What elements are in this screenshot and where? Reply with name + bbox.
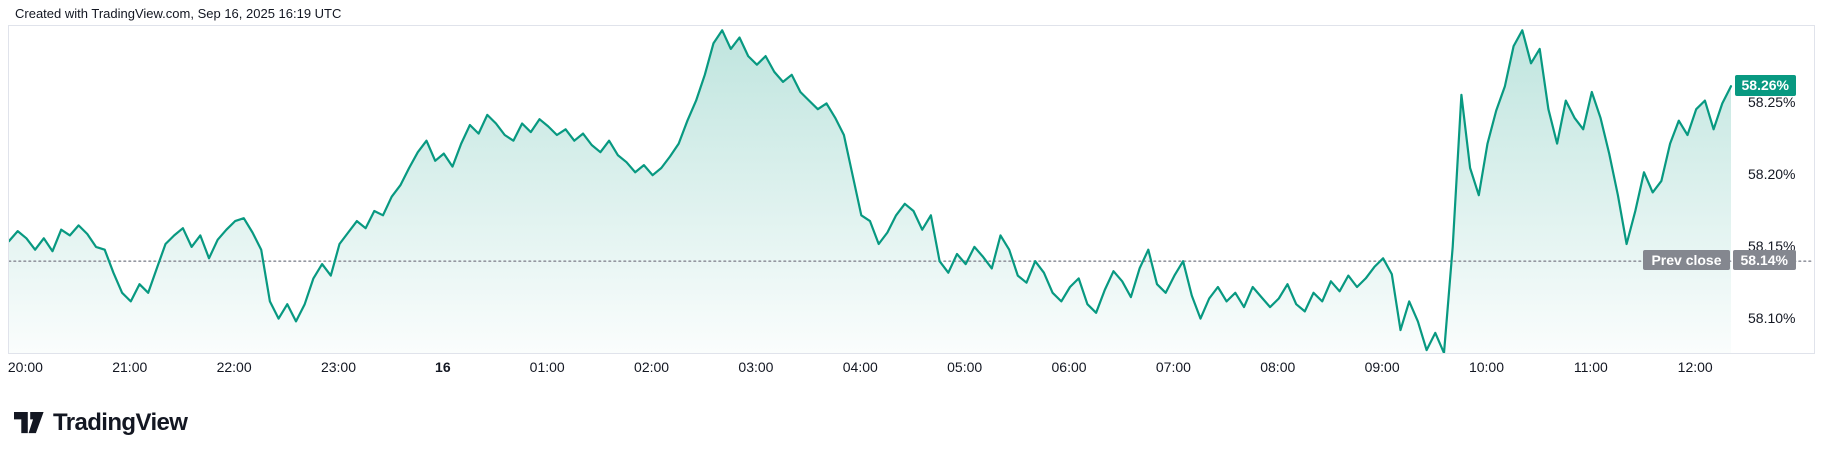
price-tick-label: 58.20% (1748, 166, 1796, 183)
time-tick-label: 07:00 (1155, 359, 1191, 375)
price-area-chart (9, 29, 1814, 353)
price-tick-label: 58.10% (1748, 309, 1796, 326)
time-tick-label: 03:00 (738, 359, 774, 375)
time-tick-label: 12:00 (1677, 359, 1713, 375)
series-line (9, 29, 1733, 353)
time-tick-label: 08:00 (1260, 359, 1296, 375)
time-tick-label: 09:00 (1364, 359, 1400, 375)
time-tick-label: 11:00 (1573, 359, 1608, 375)
time-tick-label: 16 (435, 359, 451, 375)
series-area-fill (9, 30, 1731, 353)
prev-close-label-badge: Prev close (1643, 250, 1730, 271)
time-tick-label: 01:00 (529, 359, 565, 375)
time-tick-label: 06:00 (1051, 359, 1087, 375)
tradingview-logo-icon (14, 412, 44, 434)
chart-plot-area (8, 25, 1815, 354)
time-tick-label: 23:00 (320, 359, 357, 375)
time-tick-label: 10:00 (1468, 359, 1505, 375)
time-tick-label: 02:00 (634, 359, 670, 375)
prev-close-group: Prev close 58.14% (1643, 250, 1796, 271)
price-tick-label: 58.15% (1748, 237, 1796, 254)
attribution-text: Created with TradingView.com, Sep 16, 20… (15, 6, 342, 21)
prev-close-value-badge: 58.14% (1732, 250, 1796, 271)
price-tick-label: 58.25% (1748, 94, 1796, 111)
time-tick-label: 21:00 (112, 359, 148, 375)
current-value-badge: 58.26% (1734, 74, 1796, 96)
time-tick-label: 20:00 (7, 359, 43, 375)
time-tick-label: 05:00 (947, 359, 983, 375)
time-tick-label: 04:00 (842, 359, 878, 375)
tradingview-logo[interactable]: TradingView (14, 409, 188, 437)
tradingview-logo-text: TradingView (53, 409, 188, 436)
time-tick-label: 22:00 (216, 359, 252, 375)
